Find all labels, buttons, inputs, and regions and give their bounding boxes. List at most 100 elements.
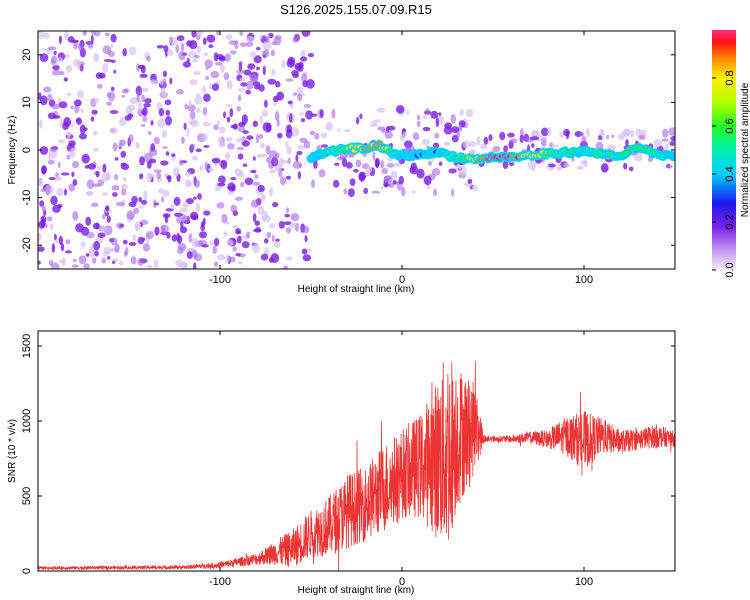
noise-blob [206,34,216,43]
noise-blob [182,202,190,208]
noise-blob [63,117,71,127]
noise-blob [166,49,174,57]
y-tick-label: 1500 [21,334,33,358]
noise-blob [57,203,63,209]
noise-blob [86,179,95,190]
noise-blob [255,46,261,51]
noise-blob [115,201,125,207]
noise-blob [438,112,442,116]
noise-blob [213,237,220,247]
noise-blob [232,123,238,130]
noise-blob [114,157,119,161]
noise-blob [68,148,76,159]
noise-blob [249,51,257,58]
noise-blob [372,151,376,161]
noise-blob [401,186,406,197]
noise-blob [171,153,176,157]
noise-blob [97,165,101,170]
noise-blob [430,110,439,119]
noise-blob [459,109,464,117]
noise-blob [93,52,100,63]
noise-blob [156,45,165,49]
noise-blob [47,46,57,51]
noise-blob [195,31,204,36]
noise-blob [301,31,311,37]
noise-blob [252,243,260,254]
noise-blob [50,195,58,206]
noise-blob [363,187,369,195]
noise-blob [159,79,164,85]
noise-blob [72,211,79,221]
spectrogram-y-axis-label: Frequency (Hz) [7,116,18,185]
noise-blob [194,54,200,59]
noise-blob [134,221,141,231]
noise-blob [577,165,584,170]
noise-blob [215,54,225,60]
noise-blob [171,234,178,242]
noise-blob [258,84,265,92]
noise-blob [49,147,58,153]
noise-blob [295,154,299,162]
noise-blob [188,100,192,107]
noise-blob [581,135,587,144]
noise-blob [421,138,431,146]
noise-blob [48,151,53,161]
noise-blob [221,213,228,224]
noise-blob [304,235,308,243]
noise-blob [136,93,140,103]
noise-blob [179,207,188,213]
noise-blob [100,226,108,232]
noise-blob [345,162,353,169]
noise-blob [303,104,312,108]
noise-blob [292,160,302,169]
noise-blob [395,105,405,114]
noise-blob [273,36,282,46]
noise-blob [275,80,281,88]
noise-blob [416,114,421,121]
noise-blob [129,97,139,105]
noise-blob [279,176,287,186]
noise-blob [227,143,235,150]
noise-blob [301,73,308,83]
noise-blob [161,196,165,203]
signal-point [670,154,675,160]
y-tick-label: 500 [21,487,33,505]
noise-blob [107,256,111,260]
noise-blob [224,152,231,160]
noise-blob [277,132,283,139]
noise-blob [53,233,57,240]
noise-blob [661,138,669,142]
noise-blob [257,206,265,215]
noise-blob [58,259,67,264]
noise-blob [232,246,237,252]
noise-blob [143,190,148,201]
noise-blob [359,113,363,120]
noise-blob [102,192,108,196]
noise-blob [519,134,524,143]
y-tick-label: 10 [21,96,33,108]
noise-blob [202,37,207,45]
noise-blob [91,257,97,264]
noise-blob [325,122,333,131]
noise-blob [43,86,52,93]
noise-blob [239,31,244,36]
noise-blob [250,169,257,174]
noise-blob [70,122,75,127]
colorbar-ticks: 0.0 0.2 0.4 0.6 0.8 [712,70,736,278]
noise-blob [95,170,100,178]
noise-blob [39,146,49,155]
noise-blob [243,69,252,76]
noise-blob [193,262,197,269]
noise-blob [250,199,260,208]
noise-blob [611,134,615,138]
colorbar-gradient [712,30,736,270]
noise-blob [427,160,433,166]
noise-blob [71,39,79,43]
noise-blob [85,216,92,226]
noise-blob [83,127,88,131]
noise-blob [192,155,198,161]
colorbar-tick-label: 0.8 [724,70,736,85]
noise-blob [51,103,60,110]
noise-blob [80,108,85,114]
noise-blob [153,136,160,145]
